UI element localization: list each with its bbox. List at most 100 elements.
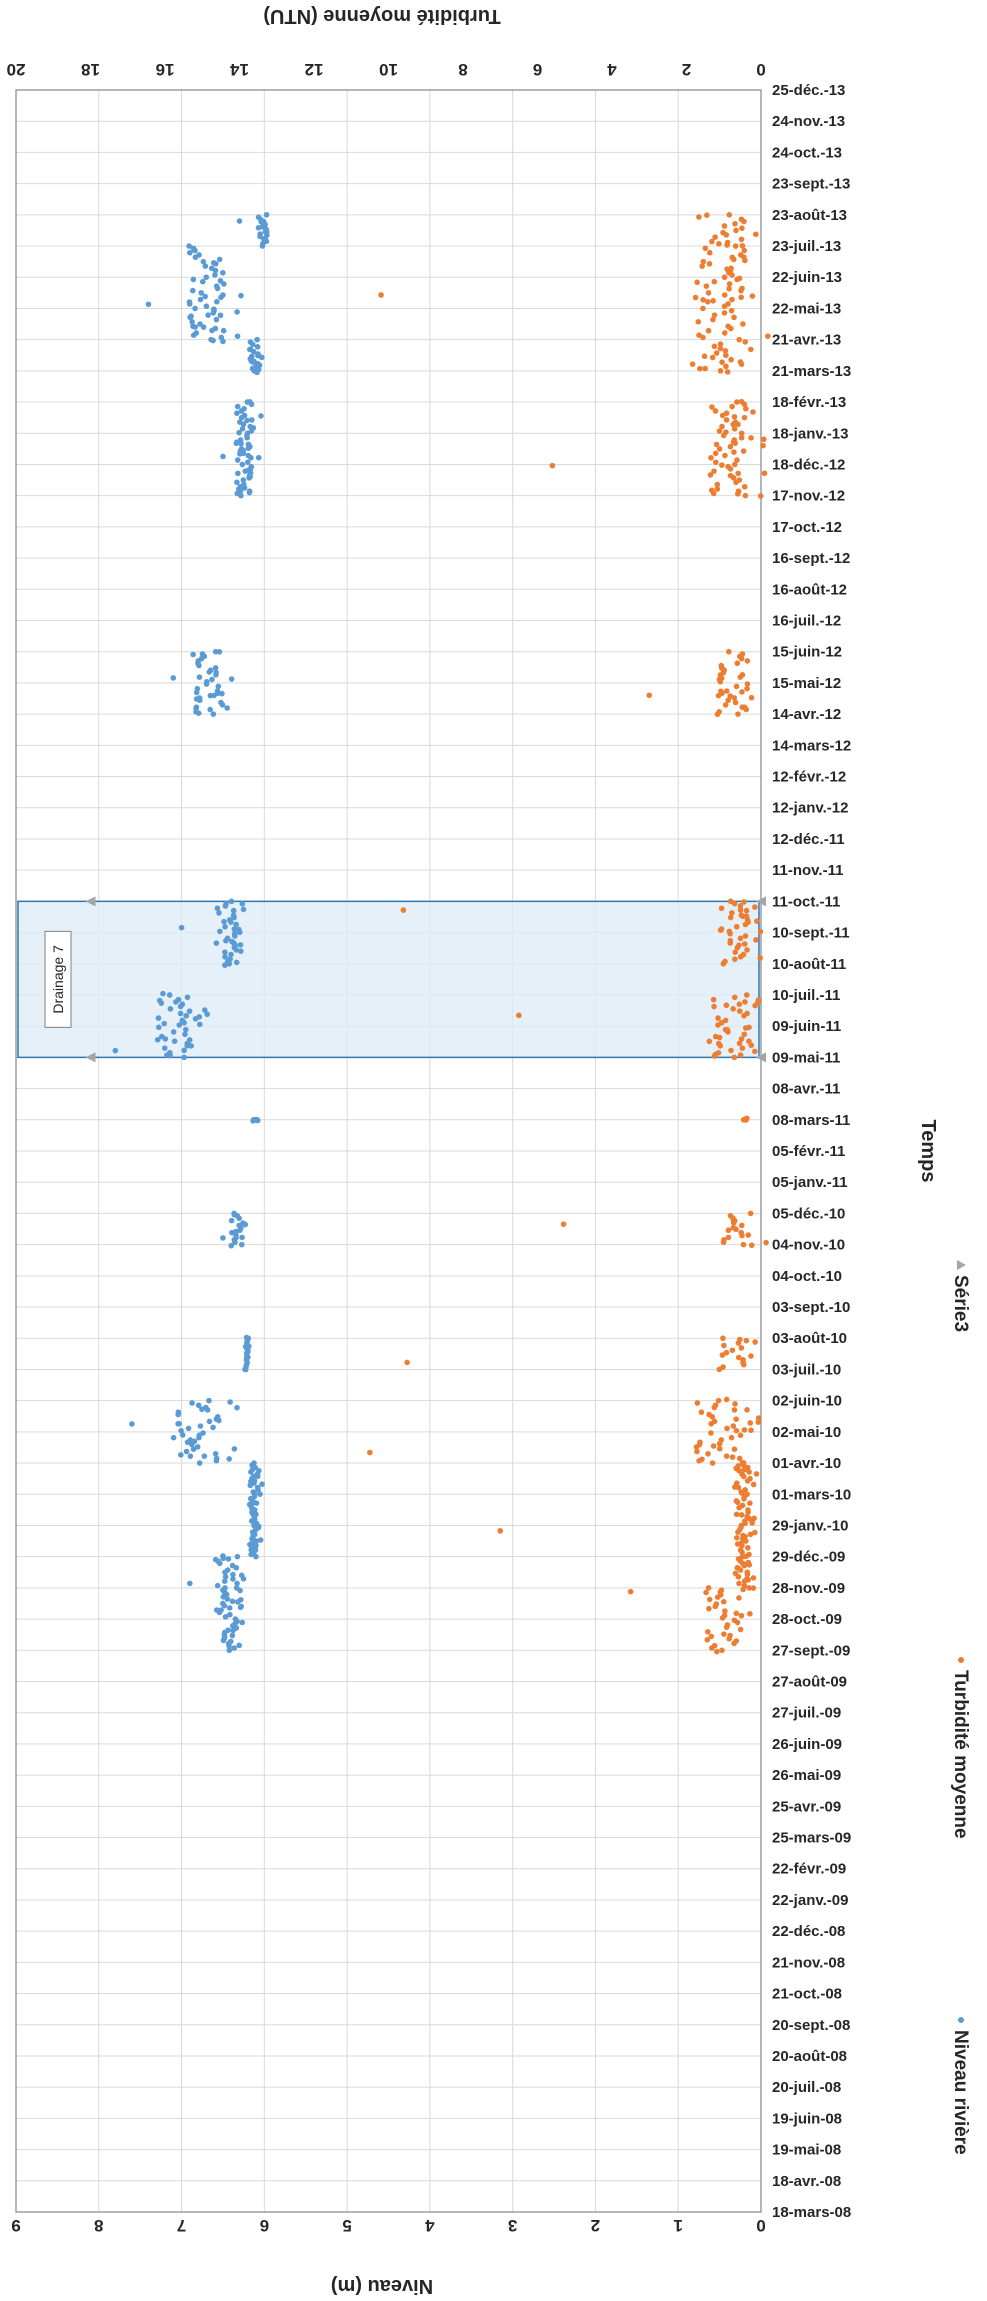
turbidite-point (730, 475, 737, 481)
niveau-point (233, 947, 240, 953)
niveau-point (177, 1010, 184, 1017)
turbidite-point (731, 900, 738, 907)
turbidite-point (695, 319, 702, 325)
x-tick-label: 03-sept.-10 (772, 1299, 850, 1316)
turbidite-point (719, 412, 726, 419)
niveau-point (129, 1421, 135, 1427)
turbidite-point (724, 369, 731, 375)
niveau-point (181, 1054, 187, 1061)
turbidite-point (735, 1354, 742, 1361)
turbidite-point (741, 1466, 747, 1473)
turbidite-point (739, 1542, 745, 1549)
niveau-point (167, 1052, 173, 1059)
turbidite-point (715, 1022, 721, 1028)
y-left-tick-label: 6 (260, 2216, 269, 2235)
niveau-point (235, 470, 241, 477)
x-tick-label: 01-mars-10 (772, 1486, 851, 1503)
turbidite-point (736, 1504, 742, 1511)
turbidite-point (698, 1409, 705, 1416)
series-2-group (367, 212, 771, 1655)
niveau-point (240, 906, 247, 913)
turbidite-point (746, 1038, 752, 1045)
x-tick-label: 09-mai-11 (772, 1049, 840, 1066)
niveau-point (170, 1029, 177, 1035)
turbidite-point (726, 1635, 732, 1642)
niveau-point (238, 440, 244, 447)
turbidite-point (729, 1347, 736, 1354)
niveau-point (233, 921, 239, 928)
niveau-point (167, 1006, 174, 1012)
niveau-point (173, 999, 179, 1005)
niveau-point (190, 1446, 197, 1452)
legend-item-1: Niveau rivière (950, 2017, 971, 2155)
niveau-point (229, 1632, 236, 1639)
turbidite-point (627, 1588, 634, 1595)
turbidite-point (732, 243, 739, 249)
turbidite-point (716, 1034, 723, 1041)
niveau-point (222, 962, 228, 968)
turbidite-point (706, 249, 713, 256)
turbidite-point (726, 285, 732, 292)
turbidite-point (694, 1400, 701, 1406)
turbidite-point (699, 1456, 705, 1463)
turbidite-point (727, 940, 734, 946)
niveau-point (218, 294, 224, 301)
niveau-point (201, 1007, 208, 1013)
turbidite-point (733, 1226, 739, 1233)
turbidite-point (741, 483, 748, 490)
niveau-point (197, 296, 204, 303)
niveau-point (224, 1596, 231, 1602)
turbidite-point (750, 1481, 757, 1488)
niveau-point (234, 1580, 240, 1587)
x-tick-label: 08-avr.-11 (772, 1081, 840, 1098)
niveau-point (250, 341, 256, 348)
turbidite-point (731, 695, 738, 701)
niveau-point (226, 1643, 232, 1649)
series3-marker (85, 896, 96, 907)
turbidite-point (742, 492, 749, 499)
turbidite-point (752, 1048, 758, 1055)
turbidite-point (741, 1582, 748, 1589)
turbidite-point (721, 310, 728, 316)
x-tick-label: 22-févr.-09 (772, 1861, 846, 1878)
niveau-point (181, 1019, 187, 1026)
niveau-point (176, 1022, 183, 1028)
turbidite-point (710, 996, 717, 1003)
turbidite-point (727, 930, 733, 937)
turbidite-point (710, 298, 716, 304)
turbidite-point (732, 220, 738, 227)
turbidite-point (716, 428, 723, 434)
niveau-point (112, 1047, 119, 1054)
series-1-group (112, 212, 270, 1654)
niveau-point (170, 675, 177, 681)
turbidite-point (734, 1534, 740, 1541)
y-left-tick-label: 1 (673, 2216, 682, 2235)
niveau-point (182, 1031, 188, 1038)
niveau-point (221, 1578, 228, 1584)
niveau-point (206, 1418, 213, 1425)
turbidite-point (742, 999, 748, 1005)
niveau-point (211, 260, 217, 266)
niveau-point (196, 674, 203, 680)
niveau-point (216, 256, 223, 263)
turbidite-point (712, 1603, 719, 1610)
niveau-point (203, 274, 210, 281)
niveau-point (193, 689, 200, 696)
turbidite-point (740, 448, 747, 454)
niveau-point (247, 1541, 253, 1548)
turbidite-point (737, 935, 744, 942)
turbidite-point (738, 655, 745, 662)
turbidite-point (721, 274, 728, 281)
niveau-point (183, 1012, 190, 1019)
niveau-point (240, 477, 247, 483)
turbidite-point (728, 1047, 734, 1054)
niveau-point (238, 292, 244, 299)
turbidite-point (731, 1640, 737, 1647)
x-tick-label: 26-juin-09 (772, 1736, 842, 1753)
turbidite-point (731, 1407, 738, 1413)
niveau-point (230, 1627, 237, 1634)
turbidite-point (731, 1054, 738, 1061)
turbidite-point (746, 1585, 752, 1591)
niveau-point (254, 369, 260, 376)
turbidite-point (737, 674, 744, 680)
